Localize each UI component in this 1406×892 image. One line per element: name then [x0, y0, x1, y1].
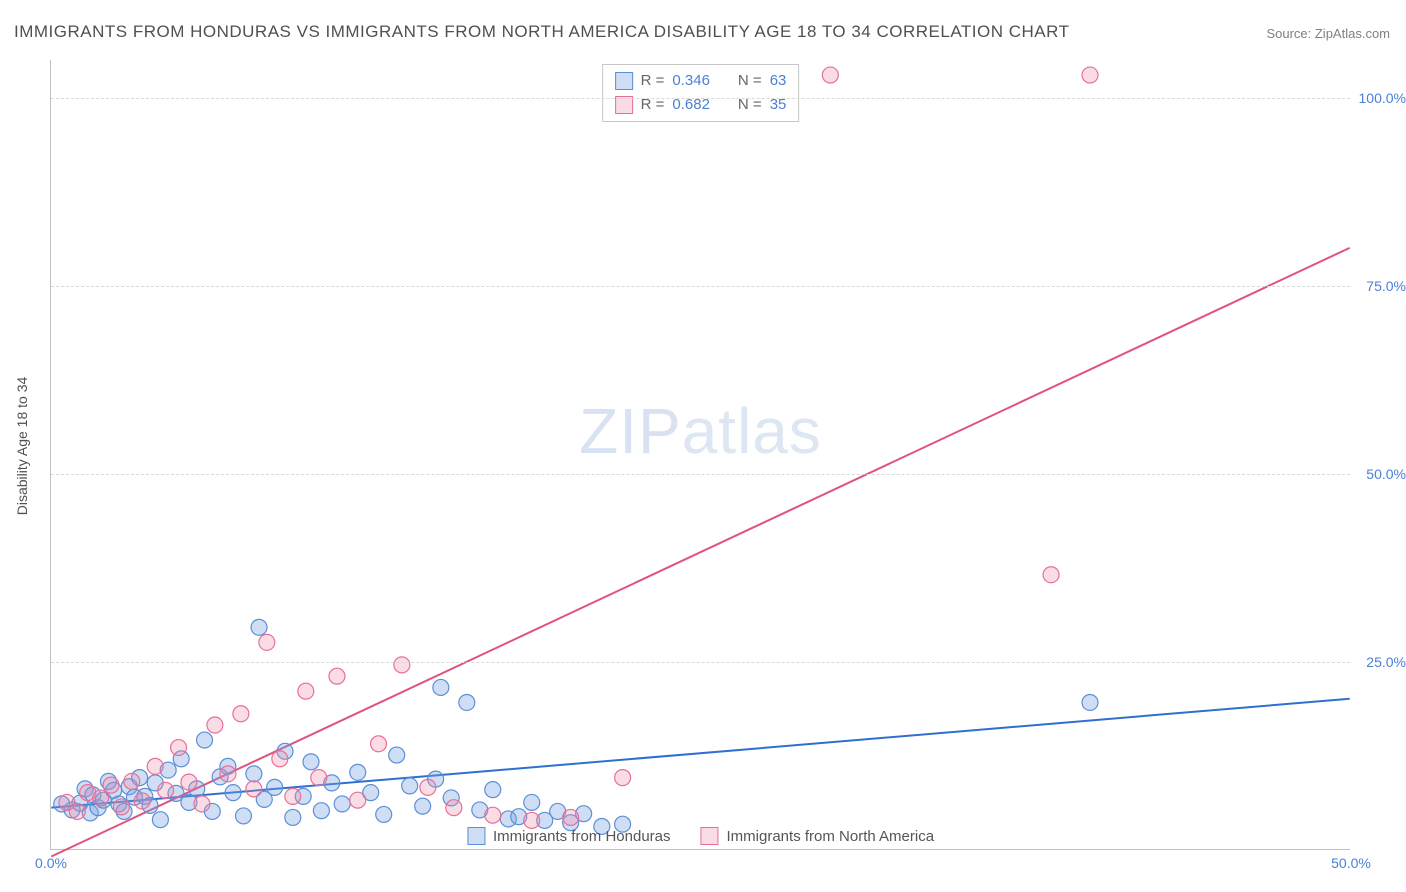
data-point [103, 777, 119, 793]
data-point [246, 766, 262, 782]
data-point [459, 694, 475, 710]
n-value-2: 35 [770, 93, 787, 117]
y-tick-label: 25.0% [1366, 654, 1406, 670]
data-point [181, 774, 197, 790]
n-label: N = [738, 69, 762, 93]
data-point [207, 717, 223, 733]
n-label: N = [738, 93, 762, 117]
y-tick-label: 100.0% [1359, 90, 1406, 106]
data-point [194, 796, 210, 812]
data-point [267, 779, 283, 795]
data-point [389, 747, 405, 763]
data-point [371, 736, 387, 752]
legend-item-1: Immigrants from Honduras [467, 827, 671, 845]
data-point [220, 766, 236, 782]
data-point [152, 812, 168, 828]
data-point [303, 754, 319, 770]
data-point [158, 782, 174, 798]
data-point [524, 794, 540, 810]
data-point [285, 809, 301, 825]
y-tick-label: 50.0% [1366, 466, 1406, 482]
data-point [197, 732, 213, 748]
chart-container: IMMIGRANTS FROM HONDURAS VS IMMIGRANTS F… [0, 0, 1406, 892]
data-point [251, 619, 267, 635]
data-point [246, 781, 262, 797]
x-tick-label: 0.0% [35, 855, 67, 871]
data-point [147, 758, 163, 774]
gridline [51, 286, 1350, 287]
data-point [272, 751, 288, 767]
data-point [415, 798, 431, 814]
legend-label-2: Immigrants from North America [727, 828, 935, 845]
data-point [134, 793, 150, 809]
data-point [113, 799, 129, 815]
data-point [402, 778, 418, 794]
plot-area: ZIPatlas R = 0.346 N = 63 R = 0.682 N = … [50, 60, 1350, 850]
data-point [329, 668, 345, 684]
legend-swatch-blue [615, 72, 633, 90]
data-point [485, 782, 501, 798]
legend-series: Immigrants from Honduras Immigrants from… [467, 827, 934, 845]
legend-stats-row-2: R = 0.682 N = 35 [615, 93, 787, 117]
data-point [446, 800, 462, 816]
data-point [259, 634, 275, 650]
data-point [822, 67, 838, 83]
data-point [350, 764, 366, 780]
legend-label-1: Immigrants from Honduras [493, 828, 671, 845]
data-point [298, 683, 314, 699]
gridline [51, 98, 1350, 99]
data-point [563, 809, 579, 825]
data-point [311, 770, 327, 786]
data-point [93, 790, 109, 806]
data-point [420, 779, 436, 795]
data-point [313, 803, 329, 819]
data-point [124, 773, 140, 789]
data-point [433, 679, 449, 695]
data-point [225, 785, 241, 801]
data-point [394, 657, 410, 673]
data-point [1082, 67, 1098, 83]
data-point [171, 740, 187, 756]
legend-stats-row-1: R = 0.346 N = 63 [615, 69, 787, 93]
gridline [51, 662, 1350, 663]
legend-swatch-pink [701, 827, 719, 845]
chart-title: IMMIGRANTS FROM HONDURAS VS IMMIGRANTS F… [14, 22, 1070, 42]
data-point [1043, 567, 1059, 583]
data-point [235, 808, 251, 824]
plot-svg [51, 60, 1350, 849]
data-point [615, 770, 631, 786]
data-point [376, 806, 392, 822]
legend-item-2: Immigrants from North America [701, 827, 935, 845]
data-point [350, 792, 366, 808]
source-attribution: Source: ZipAtlas.com [1266, 26, 1390, 41]
r-label: R = [641, 93, 665, 117]
n-value-1: 63 [770, 69, 787, 93]
r-value-1: 0.346 [672, 69, 710, 93]
y-axis-label: Disability Age 18 to 34 [14, 377, 30, 516]
legend-stats: R = 0.346 N = 63 R = 0.682 N = 35 [602, 64, 800, 122]
y-tick-label: 75.0% [1366, 278, 1406, 294]
r-value-2: 0.682 [672, 93, 710, 117]
data-point [233, 706, 249, 722]
r-label: R = [641, 69, 665, 93]
gridline [51, 474, 1350, 475]
data-point [69, 803, 85, 819]
data-point [285, 788, 301, 804]
regression-line [51, 248, 1349, 857]
legend-swatch-pink [615, 96, 633, 114]
data-point [485, 807, 501, 823]
x-tick-label: 50.0% [1331, 855, 1371, 871]
data-point [1082, 694, 1098, 710]
legend-swatch-blue [467, 827, 485, 845]
data-point [334, 796, 350, 812]
